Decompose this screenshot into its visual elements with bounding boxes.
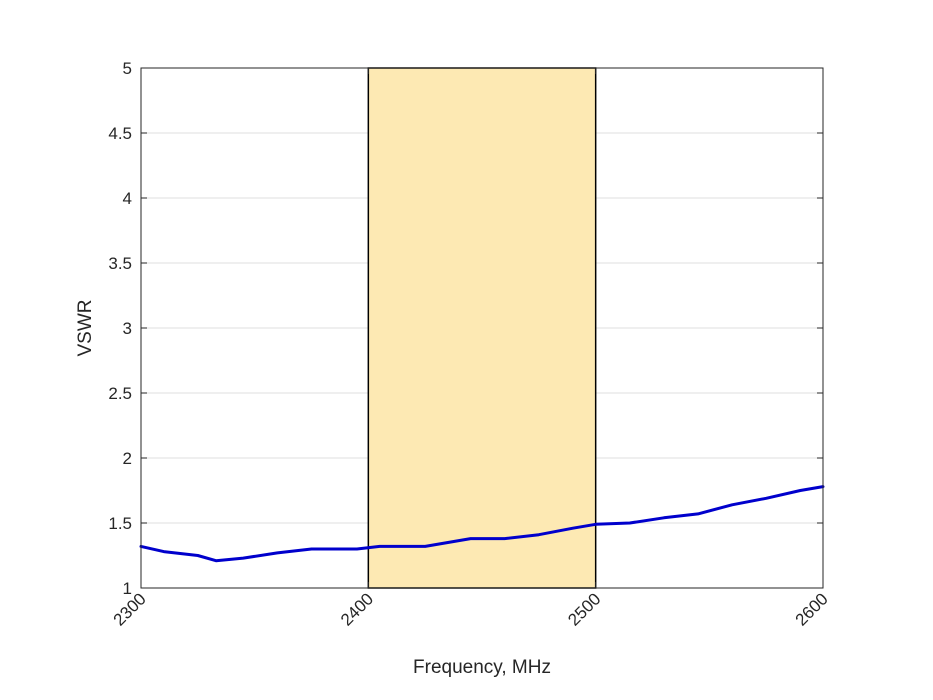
x-tick-labels: 2300 2400 2500 2600: [110, 589, 832, 629]
y-tick-label: 2: [123, 449, 132, 468]
y-tick-label: 1: [123, 579, 132, 598]
ticks-group: [140, 67, 824, 589]
vswr-line: [139, 485, 825, 563]
x-tick-label: 2400: [337, 589, 377, 629]
frequency-band: [367, 67, 597, 589]
y-tick-label: 2.5: [108, 384, 132, 403]
y-tick-label: 5: [123, 59, 132, 78]
y-tick-label: 4.5: [108, 124, 132, 143]
y-tick-label: 3: [123, 319, 132, 338]
y-tick-label: 1.5: [108, 514, 132, 533]
y-tick-label: 3.5: [108, 254, 132, 273]
y-axis-label: VSWR: [75, 300, 96, 357]
series-group: [139, 485, 825, 563]
x-axis-label: Frequency, MHz: [413, 657, 551, 678]
y-tick-labels: 1 1.5 2 2.5 3 3.5 4 4.5 5: [108, 59, 132, 598]
y-tick-label: 4: [123, 189, 132, 208]
x-tick-label: 2600: [792, 589, 832, 629]
x-tick-label: 2500: [564, 589, 604, 629]
